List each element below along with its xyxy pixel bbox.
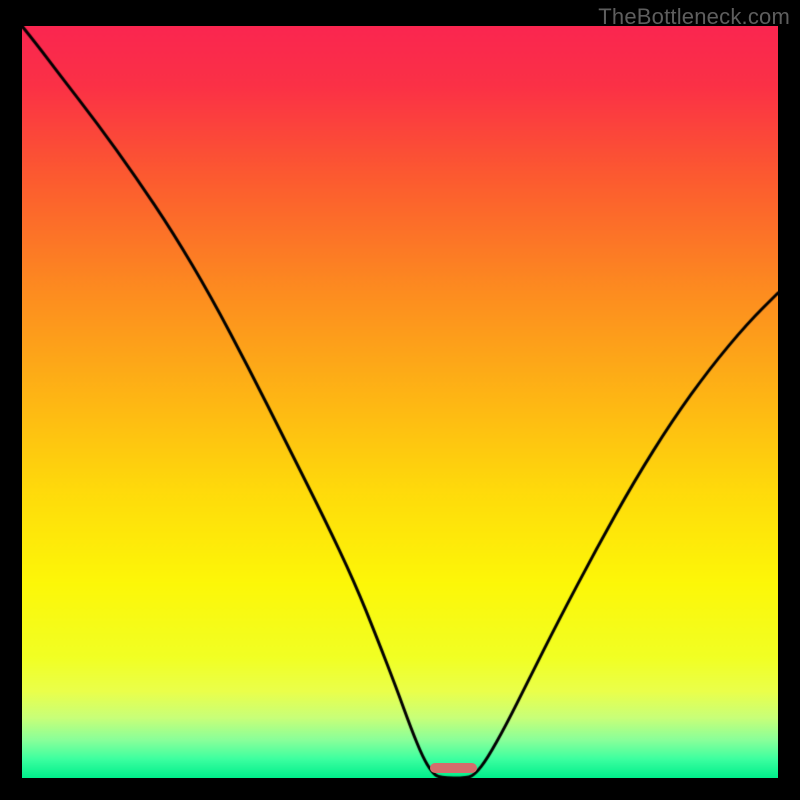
bottleneck-curve	[22, 26, 778, 778]
dip-marker	[430, 763, 477, 773]
plot-area	[22, 26, 778, 778]
chart-stage: TheBottleneck.com	[0, 0, 800, 800]
watermark-text: TheBottleneck.com	[598, 4, 790, 30]
